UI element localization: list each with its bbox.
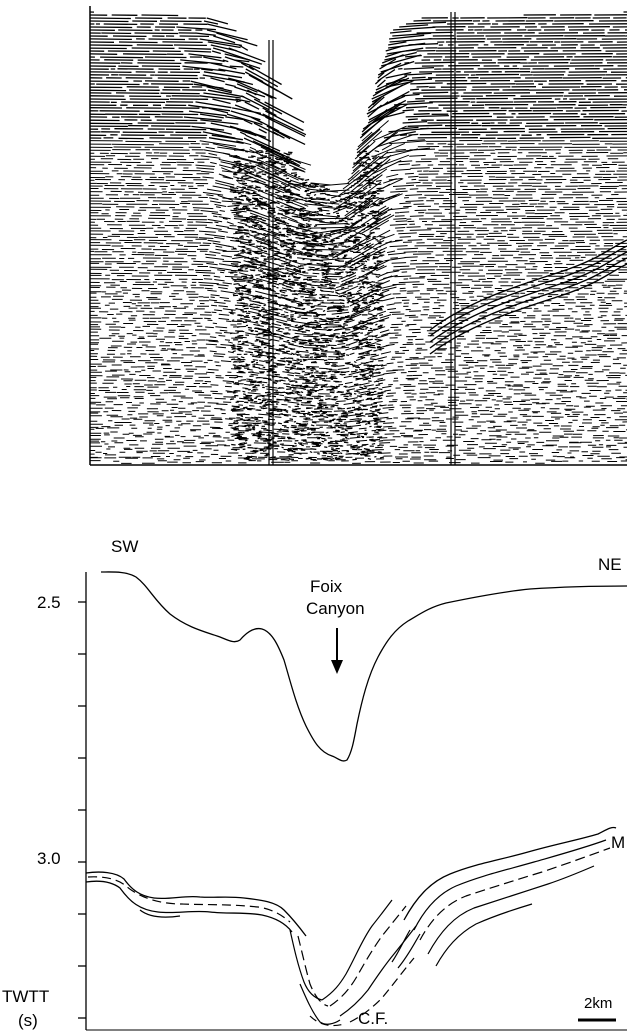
- scale-bar-label: 2km: [584, 995, 613, 1012]
- flank-strand: [349, 957, 415, 1023]
- flank-strand: [391, 929, 421, 969]
- y-tick-label-3-0: 3.0: [37, 849, 61, 868]
- horizon-base: [139, 909, 181, 918]
- horizon-lower: [85, 880, 293, 933]
- marker-m: M: [611, 833, 626, 852]
- direction-label-sw: SW: [111, 537, 139, 556]
- flank-strand: [321, 899, 393, 1001]
- canyon-fill-strand: [297, 935, 329, 1007]
- axis-label-unit: (s): [18, 1011, 38, 1030]
- flank-strand: [339, 925, 417, 1017]
- seismic-speckle: [229, 150, 386, 462]
- canyon-label-line1: Foix: [310, 577, 343, 596]
- canyon-arrow-head: [331, 660, 343, 674]
- seafloor-profile: [100, 571, 627, 762]
- direction-label-ne: NE: [598, 555, 622, 574]
- reflector-rise: [413, 839, 607, 931]
- reflector-rise: [419, 847, 611, 941]
- flank-strand: [329, 905, 407, 1007]
- reflector-rise: [435, 903, 533, 967]
- axis-label-twtt: TWTT: [2, 987, 50, 1006]
- y-tick-label-2-5: 2.5: [37, 593, 61, 612]
- canyon-fill-strand: [299, 983, 341, 1025]
- seismic-reflectors: [89, 11, 627, 464]
- canyon-fill-strand: [309, 1015, 345, 1027]
- canyon-label-line2: Canyon: [306, 599, 365, 618]
- horizon-dashed: [87, 876, 291, 923]
- canyon-fill-strand: [289, 929, 323, 1001]
- reflector-rise: [427, 865, 595, 955]
- horizon-upper: [85, 871, 307, 937]
- reflector-rise: [403, 826, 617, 921]
- marker-cf: C.F.: [358, 1009, 389, 1028]
